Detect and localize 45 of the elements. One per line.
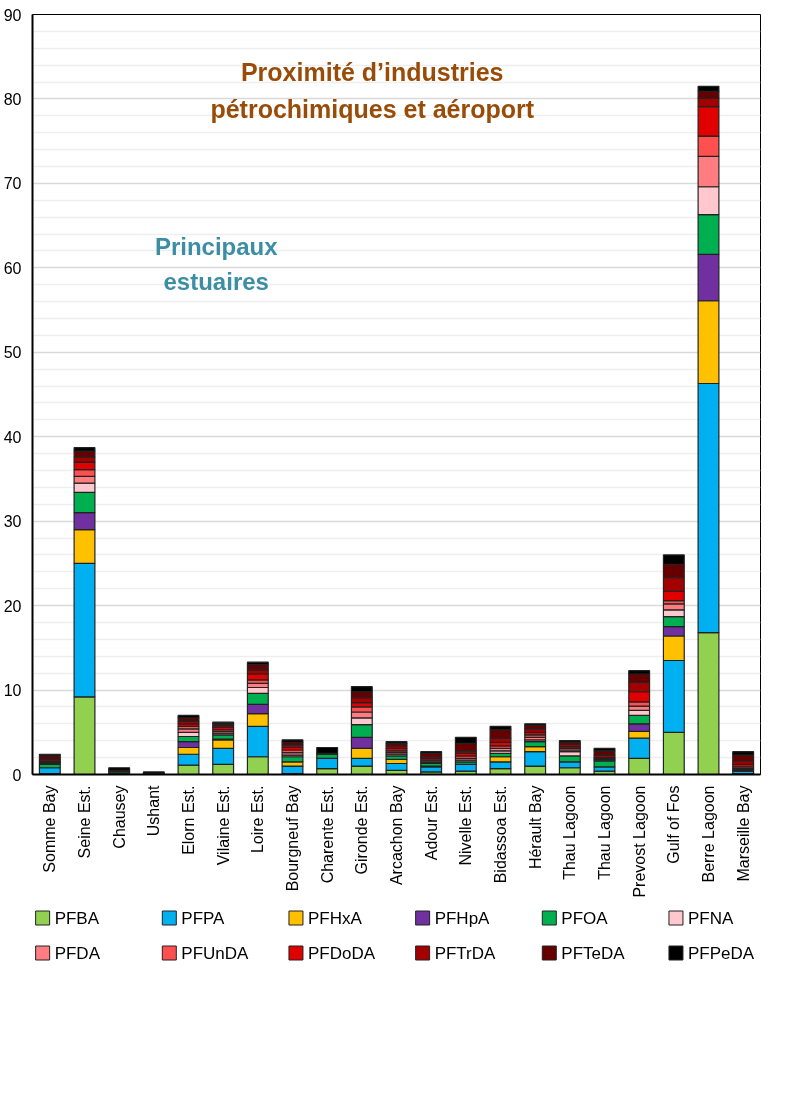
legend-label: PFDA [54,943,101,963]
y-tick-label: 40 [3,428,22,446]
x-tick-label: Thau Lagoon [561,785,579,880]
y-tick-label: 60 [3,259,22,277]
x-tick-label: Loire Est. [249,785,267,854]
legend-label: PFTeDA [561,943,626,963]
x-tick-label: Prevost Lagoon [630,785,648,898]
x-tick-label: Marseille Bay [734,785,752,882]
x-tick-label: Adour Est. [422,785,440,861]
x-tick-label: Chausey [110,785,128,849]
y-tick-label: 50 [3,344,22,362]
x-tick-label: Gulf of Fos [665,785,683,864]
x-tick-label: Ushant [145,784,163,837]
legend-label: PFBA [54,908,100,928]
x-tick-label: Hérault Bay [526,785,544,870]
x-tick-label: Gironde Est. [353,785,371,875]
x-tick-label: Somme Bay [41,785,59,873]
x-tick-label: Arcachon Bay [388,785,405,886]
x-tick-label: Bidassoa Est. [492,785,509,884]
annotation: Principaux estuaires [154,232,279,295]
y-tick-label: 90 [3,6,22,24]
y-tick-label: 10 [3,682,22,700]
x-tick-label: Charente Est. [318,785,336,884]
legend-label: PFNA [687,908,734,928]
legend-label: PFTrDA [434,943,497,963]
legend-label: PFHxA [307,908,363,928]
x-tick-label: Bourgneuf Bay [284,785,301,892]
y-tick-label: 30 [3,513,22,531]
x-tick-label: Vilaine Est. [214,785,232,866]
x-tick-label: Seine Est. [76,785,93,859]
annotation: Proximité d’industries pétrochimiques et aéroport [210,58,535,123]
legend-label: PFUnDA [181,943,250,963]
y-tick-label: 0 [12,766,22,784]
x-tick-label: Nivelle Est. [457,785,475,866]
y-tick-label: 20 [3,597,22,615]
x-tick-label: Elorn Est. [180,785,197,855]
y-tick-label: 80 [3,90,22,108]
y-tick-label: 70 [3,175,22,193]
x-tick-label: Berre Lagoon [700,785,717,883]
x-tick-label: Thau Lagoon [596,785,613,880]
legend-label: PFHpA [434,908,491,928]
legend-label: PFDoDA [307,943,376,963]
legend-label: PFOA [561,908,609,928]
legend-label: PFPeDA [687,943,755,963]
legend-label: PFPA [181,908,226,928]
